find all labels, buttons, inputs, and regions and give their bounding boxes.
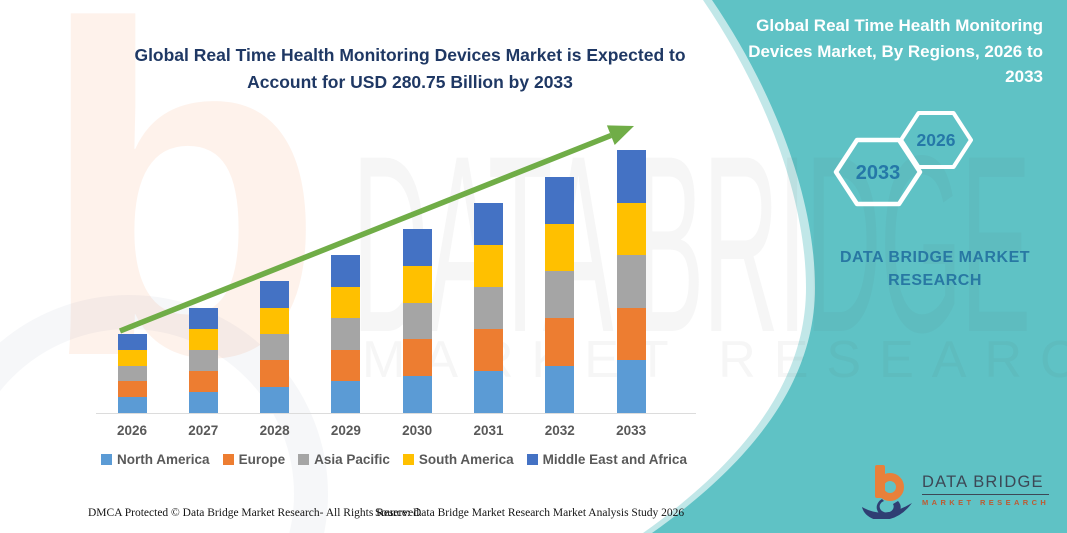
bar-segment-middle-east-and-africa xyxy=(402,228,432,266)
bar-segment-south-america xyxy=(260,307,290,335)
bar-segment-middle-east-and-africa xyxy=(117,333,147,350)
bar-segment-north-america xyxy=(117,397,147,413)
logo-name: DATA BRIDGE xyxy=(922,473,1050,495)
x-axis-line xyxy=(96,413,696,414)
legend-item-south-america: South America xyxy=(402,452,514,467)
bar-segment-south-america xyxy=(545,223,575,272)
stacked-bar-2026 xyxy=(117,333,147,413)
legend-label: Europe xyxy=(238,452,286,467)
bar-segment-asia-pacific xyxy=(474,286,503,329)
panel-title: Global Real Time Health Monitoring Devic… xyxy=(748,16,1043,86)
stacked-bar-plot xyxy=(90,118,702,413)
x-axis-label-2028: 2028 xyxy=(259,423,290,438)
bar-segment-europe xyxy=(616,307,646,361)
bar-segment-south-america xyxy=(474,244,503,287)
bar-segment-asia-pacific xyxy=(260,334,290,361)
legend-label: Middle East and Africa xyxy=(542,452,687,467)
bar-segment-europe xyxy=(331,349,361,382)
bar-segment-north-america xyxy=(402,376,432,413)
legend-item-asia-pacific: Asia Pacific xyxy=(298,452,390,467)
legend-swatch-icon xyxy=(298,454,310,465)
stacked-bar-2028 xyxy=(260,281,290,413)
hexagon-2026-label: 2026 xyxy=(917,130,956,150)
bar-segment-south-america xyxy=(117,349,147,366)
legend-label: North America xyxy=(117,452,210,467)
bar-segment-asia-pacific xyxy=(117,365,147,382)
panel-brand-text: DATA BRIDGE MARKET RESEARCH xyxy=(839,249,1031,290)
stacked-bar-2033 xyxy=(616,150,646,413)
stacked-bar-2032 xyxy=(545,176,575,413)
legend-swatch-icon xyxy=(526,454,538,465)
legend-swatch-icon xyxy=(402,454,414,465)
company-logo: DATA BRIDGE MARKET RESEARCH xyxy=(860,461,1050,519)
bar-segment-europe xyxy=(402,339,432,377)
bar-segment-europe xyxy=(474,328,503,371)
bar-segment-north-america xyxy=(260,386,290,413)
bar-segment-north-america xyxy=(545,365,575,413)
legend-item-middle-east-and-africa: Middle East and Africa xyxy=(526,452,687,467)
logo-subtitle: MARKET RESEARCH xyxy=(922,498,1050,507)
bar-segment-asia-pacific xyxy=(331,318,361,350)
x-axis-label-2026: 2026 xyxy=(116,423,148,438)
stacked-bar-2029 xyxy=(331,255,361,413)
x-axis-label-2033: 2033 xyxy=(616,423,647,438)
logo-mark-icon xyxy=(862,465,912,519)
x-axis-label-2030: 2030 xyxy=(402,423,433,438)
bar-segment-south-america xyxy=(402,265,432,303)
stacked-bar-2030 xyxy=(402,228,432,413)
bar-segment-middle-east-and-africa xyxy=(188,307,218,329)
hexagon-2033-label: 2033 xyxy=(856,162,901,184)
bar-segment-middle-east-and-africa xyxy=(260,281,290,308)
stacked-bar-2027 xyxy=(188,307,218,413)
chart-title: Global Real Time Health Monitoring Devic… xyxy=(134,45,686,93)
footer-copyright: DMCA Protected © Data Bridge Market Rese… xyxy=(88,507,422,519)
bar-segment-north-america xyxy=(188,391,218,413)
legend-swatch-icon xyxy=(101,454,113,465)
bar-segment-south-america xyxy=(616,202,646,256)
legend-swatch-icon xyxy=(222,454,234,465)
x-axis-labels: 2026 2027 2028 2029 2030 2031 2032 2033 xyxy=(90,423,702,441)
bar-segment-middle-east-and-africa xyxy=(545,176,575,224)
bar-segment-europe xyxy=(260,360,290,387)
footer-source: Source: Data Bridge Market Research Mark… xyxy=(375,507,685,519)
bar-segment-europe xyxy=(117,381,147,398)
x-axis-label-2032: 2032 xyxy=(544,423,575,438)
bar-segment-middle-east-and-africa xyxy=(616,150,646,203)
x-axis-label-2031: 2031 xyxy=(473,423,504,438)
legend-item-europe: Europe xyxy=(222,452,286,467)
bar-segment-asia-pacific xyxy=(188,349,218,371)
stacked-bar-2031 xyxy=(474,202,503,413)
hexagon-2033 xyxy=(833,137,923,207)
bar-segment-middle-east-and-africa xyxy=(331,255,361,287)
x-axis-label-2027: 2027 xyxy=(188,423,219,438)
bar-segment-middle-east-and-africa xyxy=(474,202,503,245)
bar-segment-asia-pacific xyxy=(402,302,432,340)
bar-segment-asia-pacific xyxy=(616,255,646,308)
bar-segment-europe xyxy=(545,318,575,366)
bar-segment-south-america xyxy=(331,286,361,319)
bar-segment-asia-pacific xyxy=(545,271,575,319)
bar-segment-europe xyxy=(188,370,218,392)
bar-segment-north-america xyxy=(616,360,646,413)
legend-label: Asia Pacific xyxy=(314,452,390,467)
bar-segment-south-america xyxy=(188,328,218,350)
bar-segment-north-america xyxy=(331,381,361,413)
bar-segment-north-america xyxy=(474,370,503,413)
chart-legend: North America Europe Asia Pacific South Ame… xyxy=(86,452,702,467)
year-hexagons: 2033 2026 xyxy=(833,111,973,207)
legend-item-north-america: North America xyxy=(101,452,210,467)
x-axis-label-2029: 2029 xyxy=(330,423,361,438)
hexagon-2026 xyxy=(899,111,973,169)
legend-label: South America xyxy=(418,452,514,467)
